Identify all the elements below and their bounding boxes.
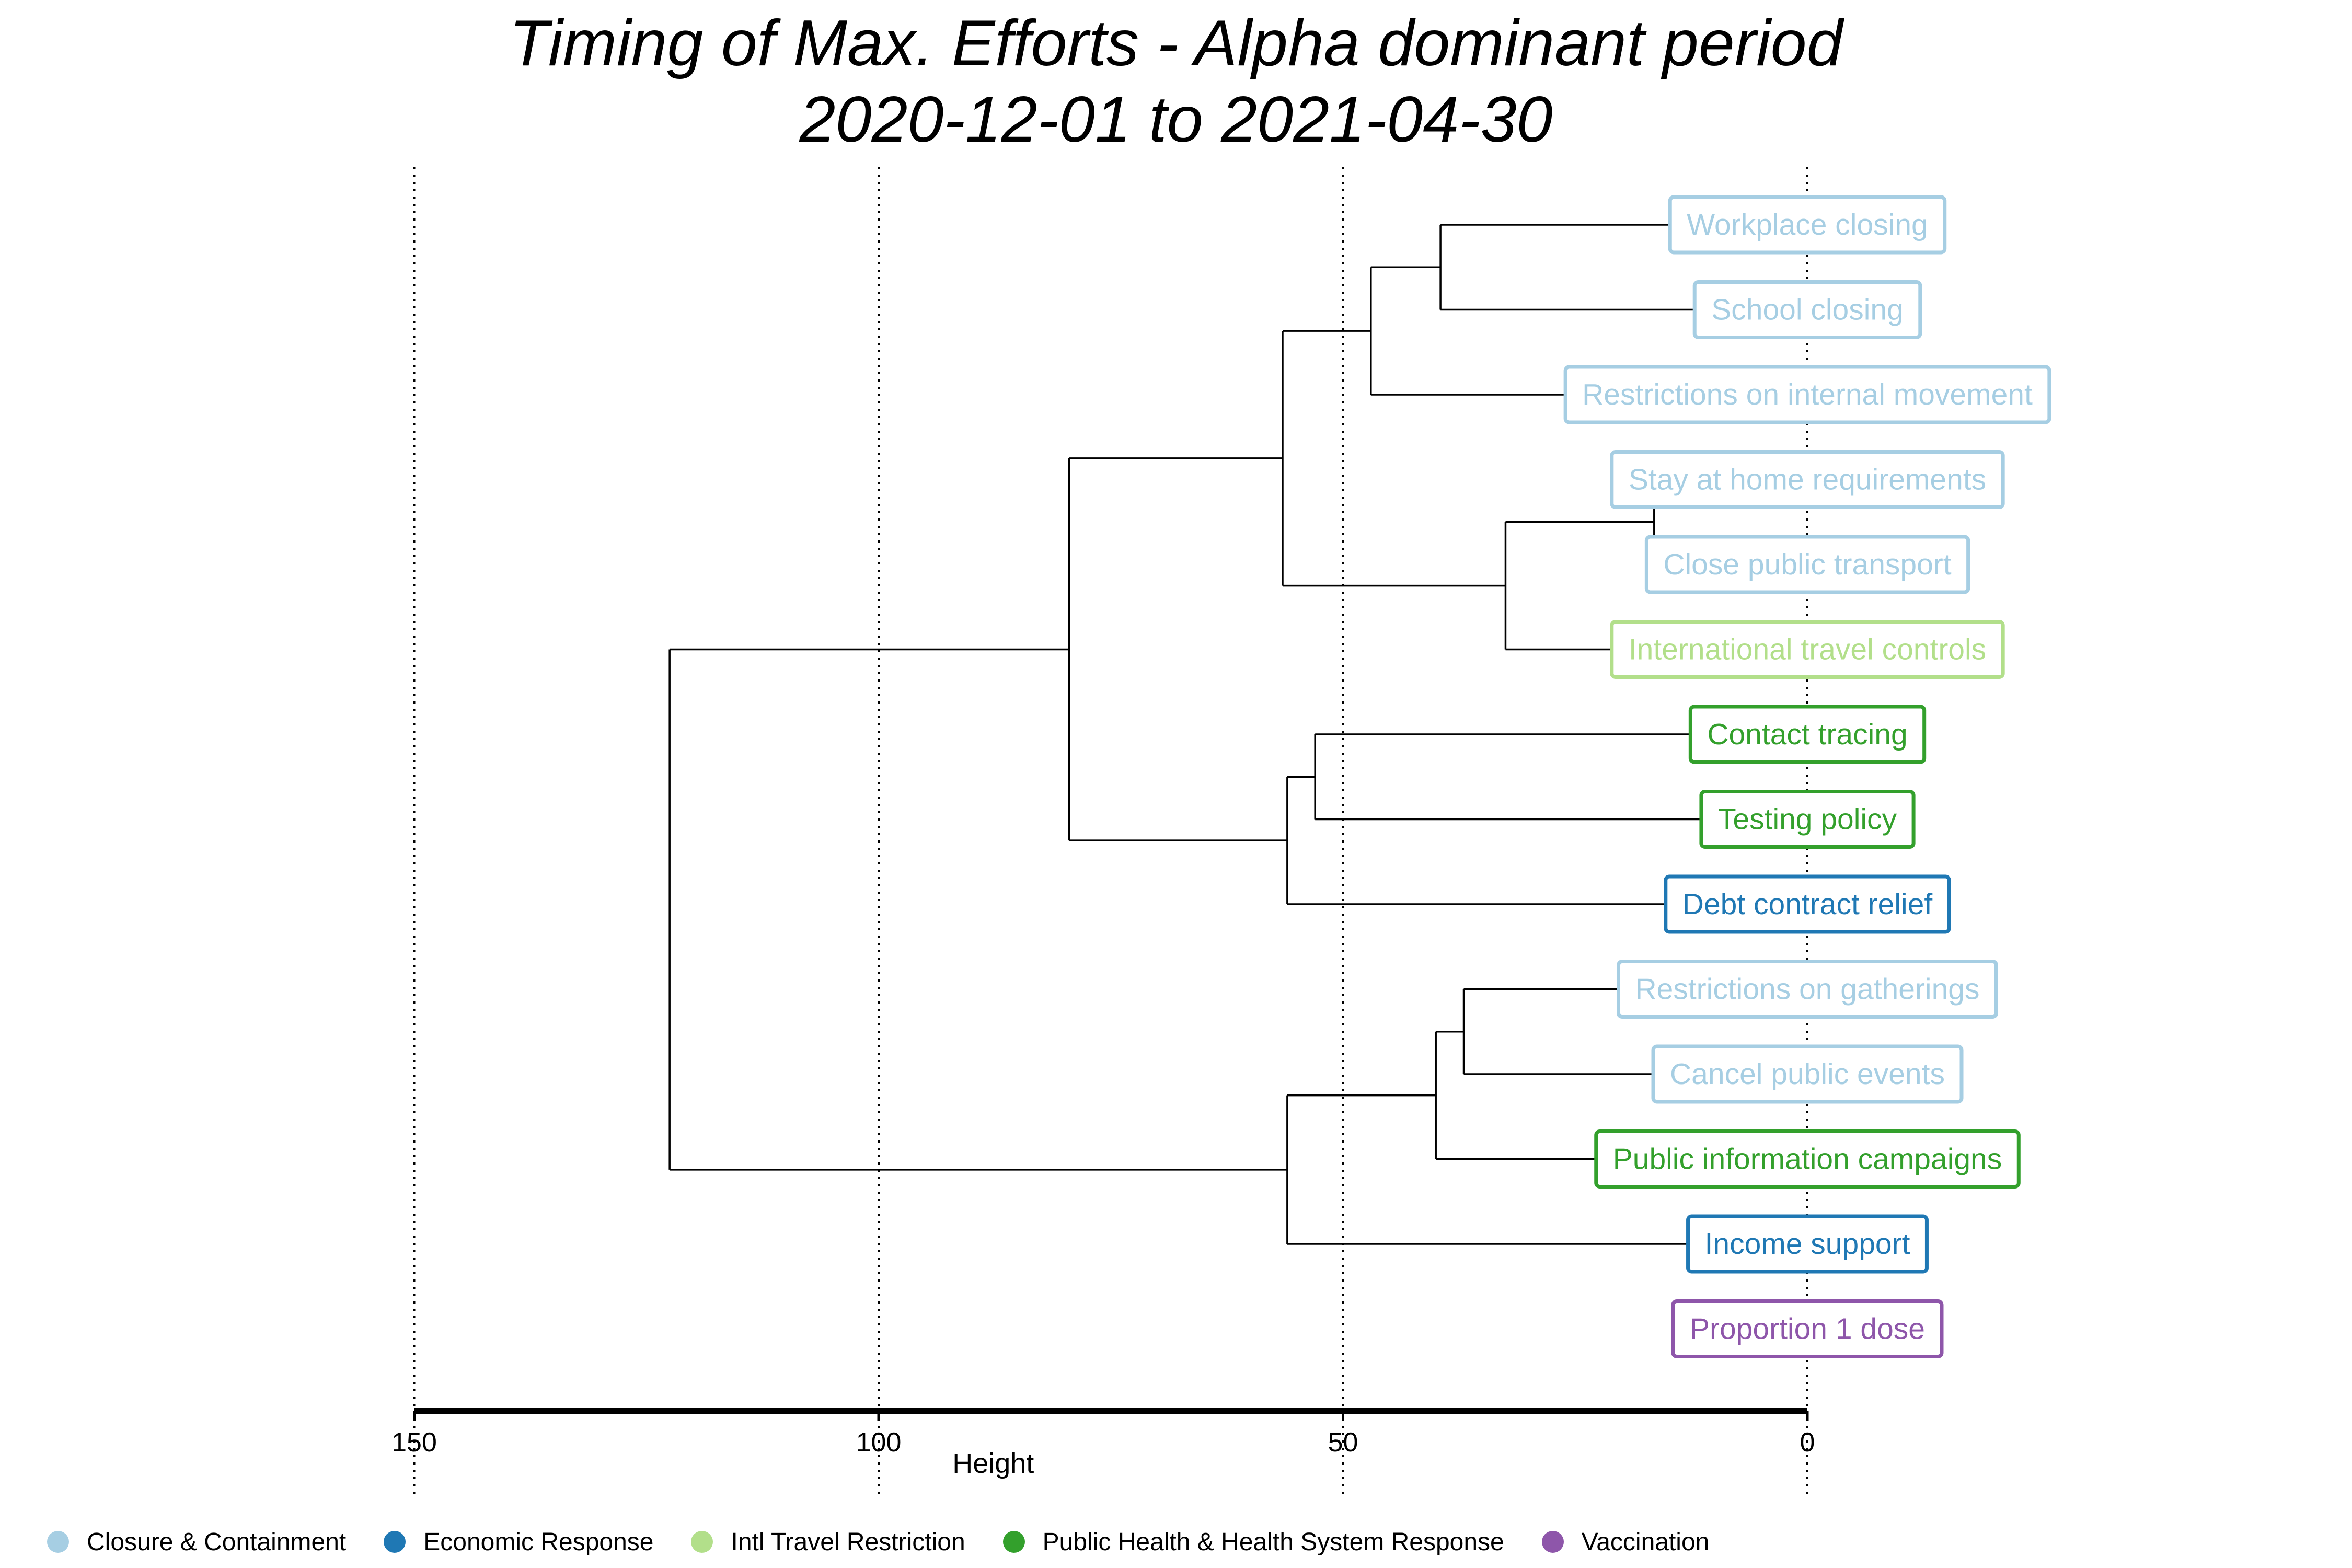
axis-title: Height bbox=[952, 1448, 1034, 1479]
leaf-label-12: Income support bbox=[1686, 1214, 1929, 1274]
leaf-label-box bbox=[1688, 705, 1927, 764]
legend-label: Intl Travel Restriction bbox=[731, 1528, 965, 1556]
leaf-label-3: Stay at home requirements bbox=[1610, 450, 2005, 509]
leaf-label-box bbox=[1692, 280, 1922, 339]
leaf-label-box bbox=[1616, 960, 1999, 1019]
leaf-label-text: Testing policy bbox=[1718, 803, 1897, 836]
leaf-label-text: Close public transport bbox=[1663, 548, 1951, 581]
leaf-label-9: Restrictions on gatherings bbox=[1616, 960, 1999, 1019]
dendrogram-branches bbox=[668, 224, 1807, 1245]
leaf-label-box bbox=[1686, 1214, 1929, 1274]
axis-tick-label: 0 bbox=[1800, 1427, 1815, 1458]
leaf-label-5: International travel controls bbox=[1610, 620, 2005, 679]
leaf-label-text: Workplace closing bbox=[1687, 208, 1928, 241]
leaf-label-11: Public information campaigns bbox=[1594, 1129, 2021, 1189]
legend-swatch bbox=[1002, 1531, 1025, 1553]
legend-swatch bbox=[691, 1531, 713, 1553]
legend-label: Vaccination bbox=[1581, 1528, 1710, 1556]
leaf-label-box bbox=[1664, 874, 1951, 934]
leaf-label-text: Proportion 1 dose bbox=[1690, 1312, 1925, 1346]
axis-tick-label: 100 bbox=[856, 1427, 902, 1458]
axis-tick-label: 50 bbox=[1328, 1427, 1358, 1458]
legend: Closure & Containment Economic Response In… bbox=[47, 1524, 1747, 1560]
leaf-label-13: Proportion 1 dose bbox=[1671, 1299, 1944, 1358]
leaf-label-0: Workplace closing bbox=[1668, 195, 1947, 255]
leaf-label-8: Debt contract relief bbox=[1664, 874, 1951, 934]
legend-swatch bbox=[1541, 1531, 1564, 1553]
leaf-label-box bbox=[1594, 1129, 2021, 1189]
legend-item-health: Public Health & Health System Response bbox=[1002, 1528, 1504, 1557]
leaf-label-text: School closing bbox=[1711, 293, 1904, 327]
chart-title-line-2: 2020-12-01 to 2021-04-30 bbox=[799, 84, 1553, 156]
leaf-label-box bbox=[1668, 195, 1947, 255]
legend-item-vaccination: Vaccination bbox=[1541, 1528, 1710, 1557]
leaf-label-box bbox=[1610, 620, 2005, 679]
legend-item-closure: Closure & Containment bbox=[47, 1528, 346, 1557]
leaf-label-text: Restrictions on internal movement bbox=[1582, 378, 2033, 411]
chart-title-line-1: Timing of Max. Efforts - Alpha dominant … bbox=[509, 7, 1843, 79]
leaf-label-text: Public information campaigns bbox=[1613, 1143, 2002, 1176]
chart-title: Timing of Max. Efforts - Alpha dominant … bbox=[0, 0, 2352, 158]
leaf-label-text: International travel controls bbox=[1629, 633, 1986, 666]
leaf-label-box bbox=[1563, 365, 2051, 424]
leaf-label-box bbox=[1610, 450, 2005, 509]
leaf-label-text: Income support bbox=[1705, 1227, 1910, 1261]
legend-item-economic: Economic Response bbox=[384, 1528, 653, 1557]
leaf-label-text: Stay at home requirements bbox=[1629, 463, 1986, 497]
leaf-label-box bbox=[1699, 790, 1916, 849]
leaf-label-4: Close public transport bbox=[1644, 535, 1970, 594]
leaf-label-box bbox=[1671, 1299, 1944, 1358]
leaf-label-7: Testing policy bbox=[1699, 790, 1916, 849]
legend-swatch bbox=[47, 1531, 69, 1553]
leaf-label-2: Restrictions on internal movement bbox=[1563, 365, 2051, 424]
height-axis: 150 100 50 0 Height bbox=[391, 1408, 1815, 1479]
leaf-label-box bbox=[1644, 535, 1970, 594]
leaf-label-10: Cancel public events bbox=[1651, 1044, 1964, 1104]
leaf-label-box bbox=[1651, 1044, 1964, 1104]
legend-label: Closure & Containment bbox=[87, 1528, 347, 1556]
leaf-label-6: Contact tracing bbox=[1688, 705, 1927, 764]
legend-label: Economic Response bbox=[423, 1528, 654, 1556]
leaf-label-1: School closing bbox=[1692, 280, 1922, 339]
leaf-label-text: Contact tracing bbox=[1707, 718, 1907, 751]
legend-swatch bbox=[384, 1531, 406, 1553]
leaf-labels: Workplace closing School closing Restricti… bbox=[1563, 195, 2051, 1358]
axis-ticks: 150 100 50 0 bbox=[391, 1411, 1815, 1458]
leaf-label-text: Cancel public events bbox=[1670, 1057, 1945, 1091]
leaf-label-text: Restrictions on gatherings bbox=[1635, 973, 1979, 1006]
axis-tick-label: 150 bbox=[391, 1427, 437, 1458]
leaf-label-text: Debt contract relief bbox=[1682, 887, 1933, 921]
legend-item-travel: Intl Travel Restriction bbox=[691, 1528, 965, 1557]
legend-label: Public Health & Health System Response bbox=[1042, 1528, 1504, 1556]
